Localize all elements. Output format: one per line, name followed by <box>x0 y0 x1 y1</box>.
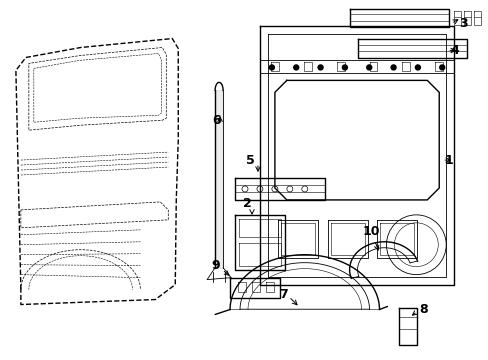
Text: 1: 1 <box>444 154 453 167</box>
Circle shape <box>342 65 346 70</box>
Circle shape <box>317 65 323 70</box>
Circle shape <box>439 65 444 70</box>
Polygon shape <box>215 90 223 268</box>
Text: 3: 3 <box>458 17 467 30</box>
Text: 7: 7 <box>279 288 287 301</box>
Text: 10: 10 <box>362 225 380 238</box>
Circle shape <box>390 65 395 70</box>
Circle shape <box>293 65 298 70</box>
Text: 6: 6 <box>211 114 220 127</box>
Text: 2: 2 <box>242 197 251 210</box>
Text: 9: 9 <box>211 259 220 272</box>
Circle shape <box>269 65 274 70</box>
Text: 8: 8 <box>418 303 427 316</box>
Circle shape <box>415 65 420 70</box>
Text: 5: 5 <box>245 154 254 167</box>
Text: 4: 4 <box>450 44 459 57</box>
Circle shape <box>366 65 371 70</box>
